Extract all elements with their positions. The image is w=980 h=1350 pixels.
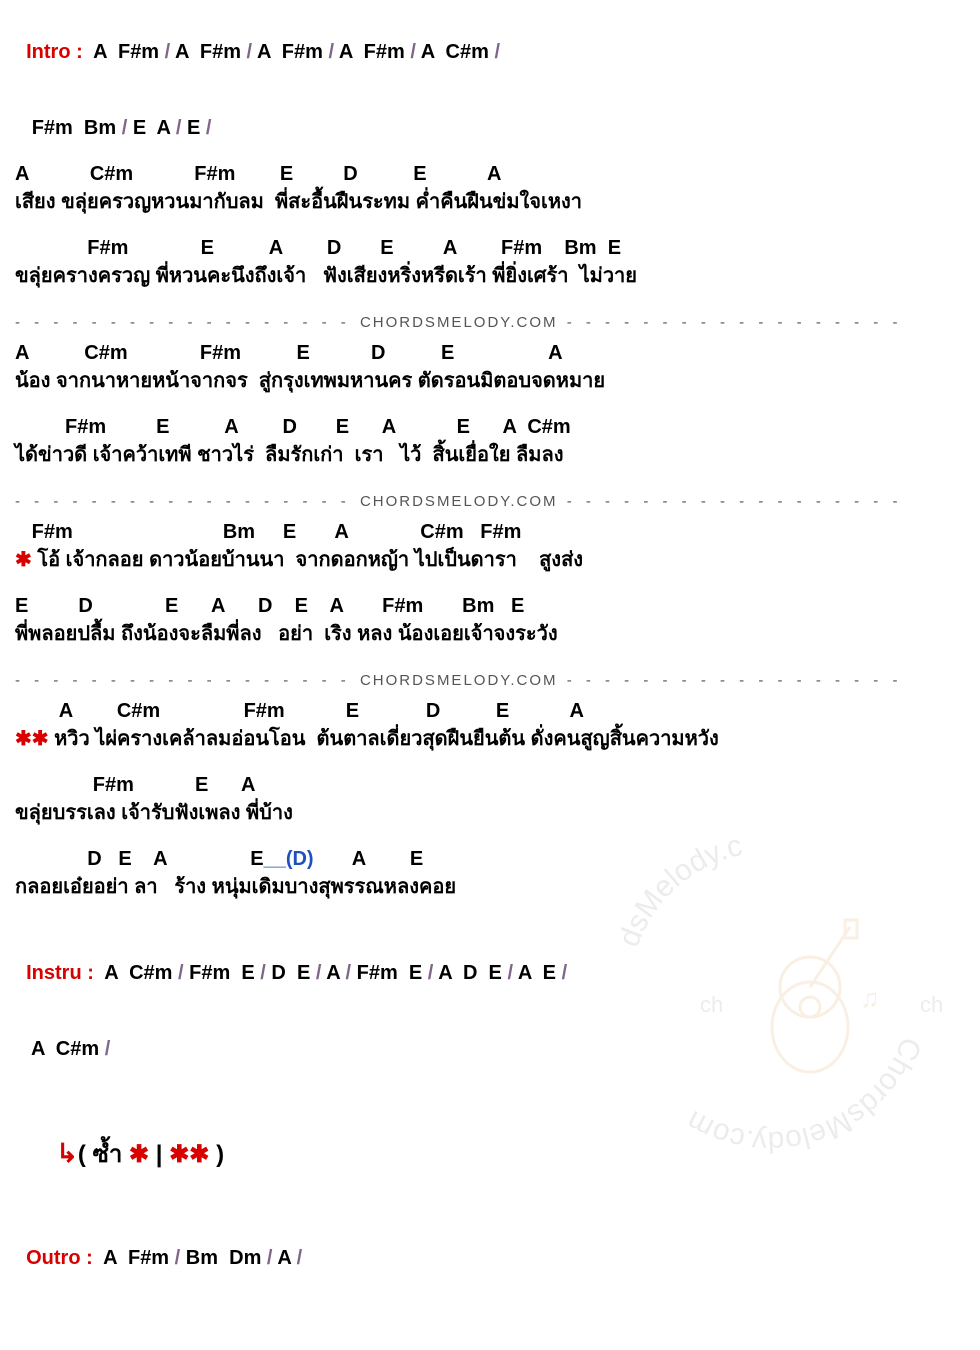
chorus1-lyrics1: ✱ โอ้ เจ้ากลอย ดาวน้อยบ้านนา จากดอกหญ้า …	[15, 546, 965, 574]
repeat-star2: ✱✱	[169, 1141, 209, 1168]
chord-alternate: __(D)	[264, 848, 314, 870]
verse1-lyrics2: ขลุ่ยครางครวญ พี่หวนคะนึงถึงเจ้า ฟังเสีย…	[15, 262, 965, 290]
repeat-open: ( ซ้ำ	[78, 1141, 129, 1168]
chorus2-chords3: D E A E__(D) A E	[15, 845, 965, 873]
star-double: ✱✱	[15, 728, 54, 750]
instru-label: Instru :	[26, 962, 94, 984]
repeat-arrow-icon: ↳	[56, 1138, 78, 1168]
verse1-lyrics1: เสียง ขลุ่ยครวญหวนมากับลม พี่สะอื้นฝืนระ…	[15, 188, 965, 216]
chorus2-chords1: A C#m F#m E D E A	[15, 697, 965, 725]
intro-line2: F#m Bm / E A / E /	[15, 86, 965, 142]
outro-line: Outro : A F#m / Bm Dm / A /	[15, 1216, 965, 1272]
verse2-lyrics2: ได้ข่าวดี เจ้าคว้าเทพี ชาวไร่ ลืมรักเก่า…	[15, 441, 965, 469]
chorus1-lyrics2: พี่พลอยปลื้ม ถึงน้องจะลืมพี่ลง อย่า เริง…	[15, 620, 965, 648]
chorus2-chords2: F#m E A	[15, 771, 965, 799]
repeat-line: ↳( ซ้ำ ✱ | ✱✱ )	[45, 1107, 965, 1172]
star-single: ✱	[15, 549, 37, 571]
chorus1-chords1: F#m Bm E A C#m F#m	[15, 518, 965, 546]
instru-line2: A C#m /	[15, 1007, 965, 1063]
divider-dashes2: - - - - - - - - - - - - - - - - - -	[558, 314, 903, 331]
verse1-chords2: F#m E A D E A F#m Bm E	[15, 234, 965, 262]
verse2-lyrics1: น้อง จากนาหายหน้าจากจร สู่กรุงเทพมหานคร …	[15, 367, 965, 395]
chorus2-lyrics1: ✱✱ หวิว ไผ่ครางเคล้าลมอ่อนโอน ต้นตาลเดี่…	[15, 725, 965, 753]
intro-label: Intro :	[26, 41, 83, 63]
chorus2-lyrics2: ขลุ่ยบรรเลง เจ้ารับฟังเพลง พี่บ้าง	[15, 799, 965, 827]
chorus1-chords2: E D E A D E A F#m Bm E	[15, 592, 965, 620]
instru-line1: Instru : A C#m / F#m E / D E / A / F#m E…	[15, 931, 965, 987]
verse2-chords2: F#m E A D E A E A C#m	[15, 413, 965, 441]
intro-line1: Intro : A F#m / A F#m / A F#m / A F#m / …	[15, 10, 965, 66]
divider2: - - - - - - - - - - - - - - - - - - CHOR…	[15, 491, 965, 512]
divider-dashes: - - - - - - - - - - - - - - - - - -	[15, 314, 360, 331]
repeat-star1: ✱	[129, 1141, 149, 1168]
chorus2-lyrics3: กลอยเอ๋ยอย่า ลา ร้าง หนุ่มเดิมบางสุพรรณห…	[15, 873, 965, 901]
outro-label: Outro :	[26, 1247, 93, 1269]
verse2-chords1: A C#m F#m E D E A	[15, 339, 965, 367]
divider3: - - - - - - - - - - - - - - - - - - CHOR…	[15, 670, 965, 691]
verse1-chords1: A C#m F#m E D E A	[15, 160, 965, 188]
divider-text: CHORDSMELODY.COM	[360, 314, 558, 331]
divider1: - - - - - - - - - - - - - - - - - - CHOR…	[15, 312, 965, 333]
repeat-pipe: |	[149, 1141, 169, 1168]
repeat-close: )	[209, 1141, 224, 1168]
